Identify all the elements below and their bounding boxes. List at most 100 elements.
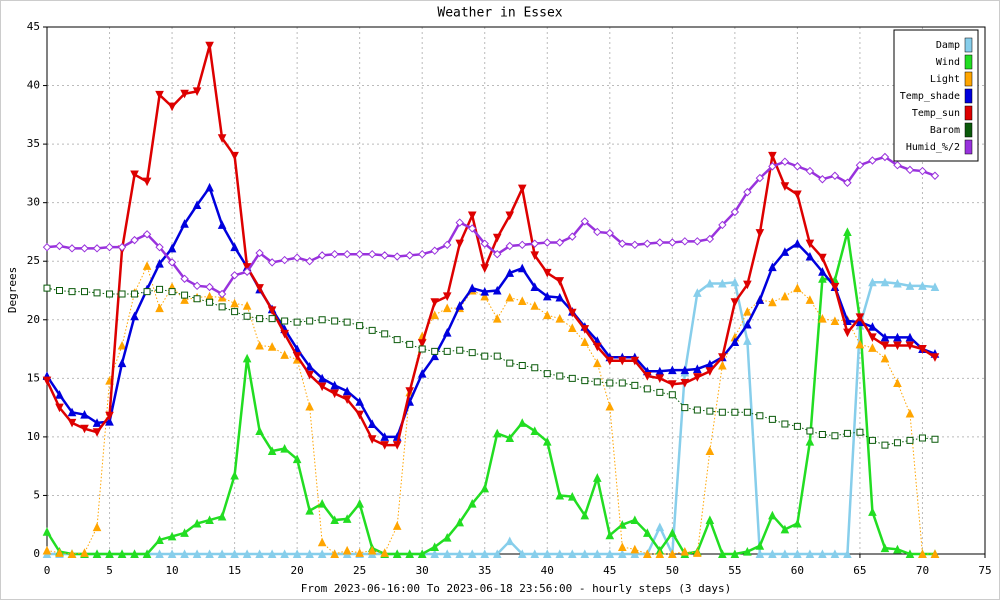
marker [242, 301, 252, 310]
marker [230, 151, 239, 161]
marker [217, 289, 227, 299]
marker [118, 290, 126, 298]
marker [317, 537, 327, 547]
marker [905, 332, 915, 342]
marker [718, 278, 727, 288]
y-tick-label: 20 [27, 313, 40, 326]
marker [130, 549, 139, 558]
marker [880, 353, 890, 363]
marker [755, 173, 765, 183]
marker [305, 506, 314, 515]
marker [505, 268, 515, 277]
marker [442, 303, 452, 313]
marker [292, 352, 302, 361]
marker [780, 524, 790, 534]
marker [542, 549, 552, 558]
marker [730, 549, 740, 558]
marker [217, 220, 227, 229]
marker [893, 544, 902, 554]
marker [167, 531, 177, 541]
marker [592, 342, 602, 352]
legend-label: Wind [936, 57, 960, 68]
marker [768, 297, 777, 307]
marker [555, 292, 565, 302]
marker [818, 253, 827, 263]
marker [568, 232, 577, 241]
marker [155, 303, 164, 313]
marker [355, 548, 364, 557]
marker [430, 246, 439, 255]
marker [330, 515, 339, 525]
marker [643, 239, 652, 248]
marker [718, 549, 727, 558]
marker [631, 381, 639, 389]
marker [793, 549, 802, 558]
marker [868, 277, 877, 287]
marker [543, 238, 552, 247]
marker [280, 255, 289, 265]
marker [267, 306, 277, 316]
marker [505, 292, 515, 302]
marker [142, 177, 152, 187]
legend-swatch [964, 139, 973, 155]
marker [530, 426, 540, 436]
marker [392, 521, 402, 530]
marker [780, 182, 790, 191]
marker [106, 290, 114, 298]
marker [430, 310, 440, 320]
x-tick-label: 10 [165, 564, 178, 577]
marker [80, 410, 89, 419]
marker [530, 301, 540, 310]
marker [606, 379, 614, 387]
marker [306, 317, 314, 325]
marker [655, 374, 665, 383]
marker [267, 549, 277, 558]
x-tick-label: 75 [978, 564, 991, 577]
legend-swatch [964, 122, 973, 138]
marker [117, 549, 127, 558]
marker [130, 235, 139, 245]
marker [542, 436, 552, 446]
marker [655, 549, 665, 558]
marker [517, 296, 527, 306]
marker [142, 230, 152, 239]
marker [567, 308, 577, 318]
marker [693, 548, 702, 557]
marker [643, 371, 652, 381]
marker [417, 339, 427, 348]
marker [443, 347, 451, 355]
marker [467, 211, 477, 221]
marker [730, 298, 740, 307]
marker [706, 407, 714, 415]
legend-label: Humid_%/2 [906, 142, 960, 153]
marker [530, 549, 540, 558]
x-tick-label: 25 [353, 564, 366, 577]
marker [430, 549, 440, 558]
marker [730, 337, 740, 347]
marker [617, 542, 627, 551]
marker [517, 184, 527, 194]
marker [818, 313, 827, 323]
marker [381, 330, 389, 338]
marker [855, 313, 865, 323]
marker [680, 547, 690, 556]
marker [331, 317, 339, 325]
marker [355, 499, 364, 508]
marker [743, 319, 752, 329]
y-axis-label: Degrees [6, 267, 19, 313]
marker [117, 340, 127, 350]
marker [506, 359, 514, 367]
marker [417, 549, 427, 558]
marker [181, 291, 189, 299]
marker [242, 267, 252, 276]
marker [905, 549, 915, 558]
marker [868, 322, 877, 331]
marker [192, 281, 202, 291]
marker [567, 549, 577, 558]
marker [305, 362, 314, 371]
marker [230, 271, 239, 280]
marker [192, 200, 202, 210]
marker [393, 336, 401, 344]
marker [868, 507, 877, 516]
marker [342, 386, 352, 396]
